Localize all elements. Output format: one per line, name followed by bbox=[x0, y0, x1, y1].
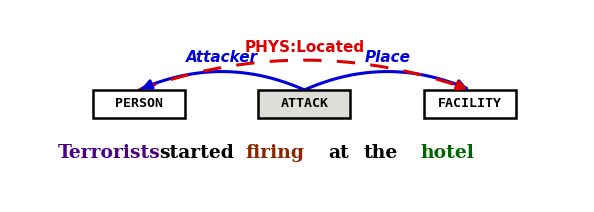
Text: started: started bbox=[159, 144, 233, 162]
Text: Terrorists: Terrorists bbox=[58, 144, 160, 162]
Text: the: the bbox=[364, 144, 397, 162]
Text: FACILITY: FACILITY bbox=[438, 97, 502, 110]
Text: Place: Place bbox=[364, 50, 410, 65]
Text: hotel: hotel bbox=[420, 144, 474, 162]
Bar bbox=[424, 90, 516, 118]
Text: ATTACK: ATTACK bbox=[280, 97, 328, 110]
Text: PHYS:Located: PHYS:Located bbox=[244, 40, 365, 55]
Text: Attacker: Attacker bbox=[185, 50, 258, 65]
Text: firing: firing bbox=[245, 144, 304, 162]
Bar bbox=[93, 90, 185, 118]
Bar bbox=[258, 90, 350, 118]
Text: at: at bbox=[328, 144, 349, 162]
Text: PERSON: PERSON bbox=[115, 97, 163, 110]
